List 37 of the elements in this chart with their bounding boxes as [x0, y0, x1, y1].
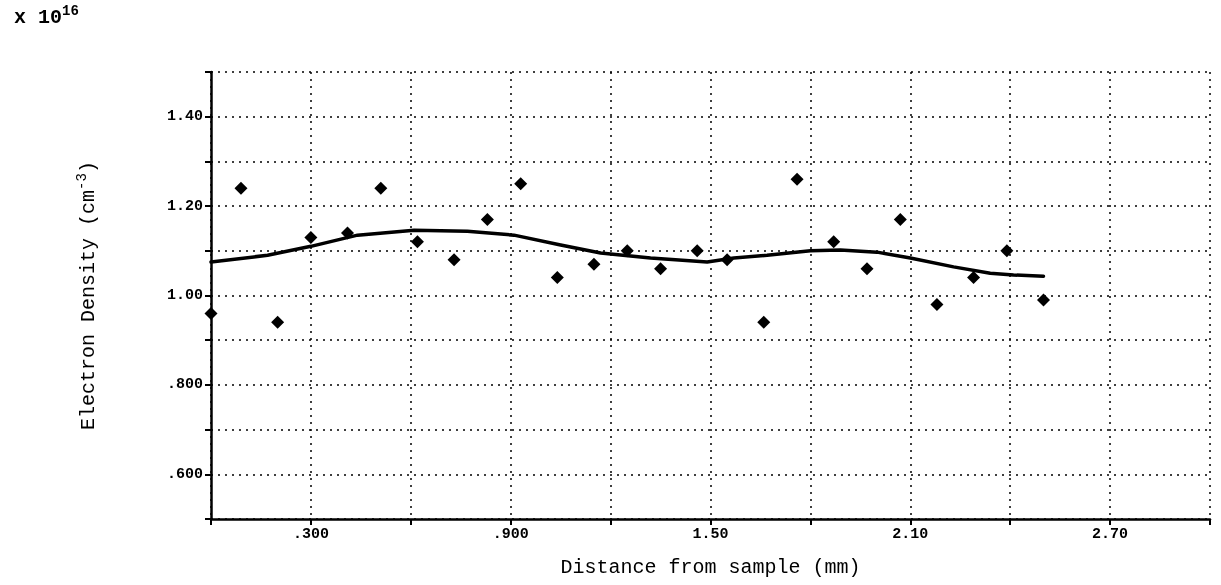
point [690, 244, 704, 258]
x-tick-label: 1.50 [692, 526, 729, 543]
point [967, 271, 981, 285]
x-axis-title: Distance from sample (mm) [560, 555, 861, 579]
point [757, 315, 771, 329]
point [514, 177, 528, 191]
point [550, 271, 564, 285]
point [654, 262, 668, 276]
y-axis-title: Electron Density (cm-3) [74, 161, 100, 430]
point [930, 297, 944, 311]
y-tick-label: 1.20 [166, 197, 203, 215]
x-tick-label: 2.70 [1092, 526, 1129, 543]
point [1037, 293, 1050, 307]
point [720, 253, 734, 267]
y-tick-label: .600 [166, 465, 203, 483]
point [790, 172, 804, 186]
point [374, 181, 388, 195]
point [893, 213, 907, 227]
y-tick-label: 1.00 [166, 287, 203, 304]
point [410, 235, 424, 249]
point [587, 257, 601, 271]
point [620, 244, 634, 258]
x-tick-label: 2.10 [892, 526, 929, 543]
x-tick-label: .300 [292, 526, 329, 543]
y-tick-label: .800 [166, 376, 203, 394]
y-tick-label: 1.40 [166, 108, 203, 126]
point [234, 181, 248, 195]
point [304, 230, 318, 244]
point [480, 213, 494, 227]
point [341, 226, 355, 240]
point [827, 235, 841, 249]
x-tick-label: .900 [492, 526, 529, 543]
point [860, 262, 874, 276]
point [447, 253, 461, 267]
point [271, 315, 285, 329]
point [1000, 244, 1014, 258]
point [204, 306, 218, 320]
